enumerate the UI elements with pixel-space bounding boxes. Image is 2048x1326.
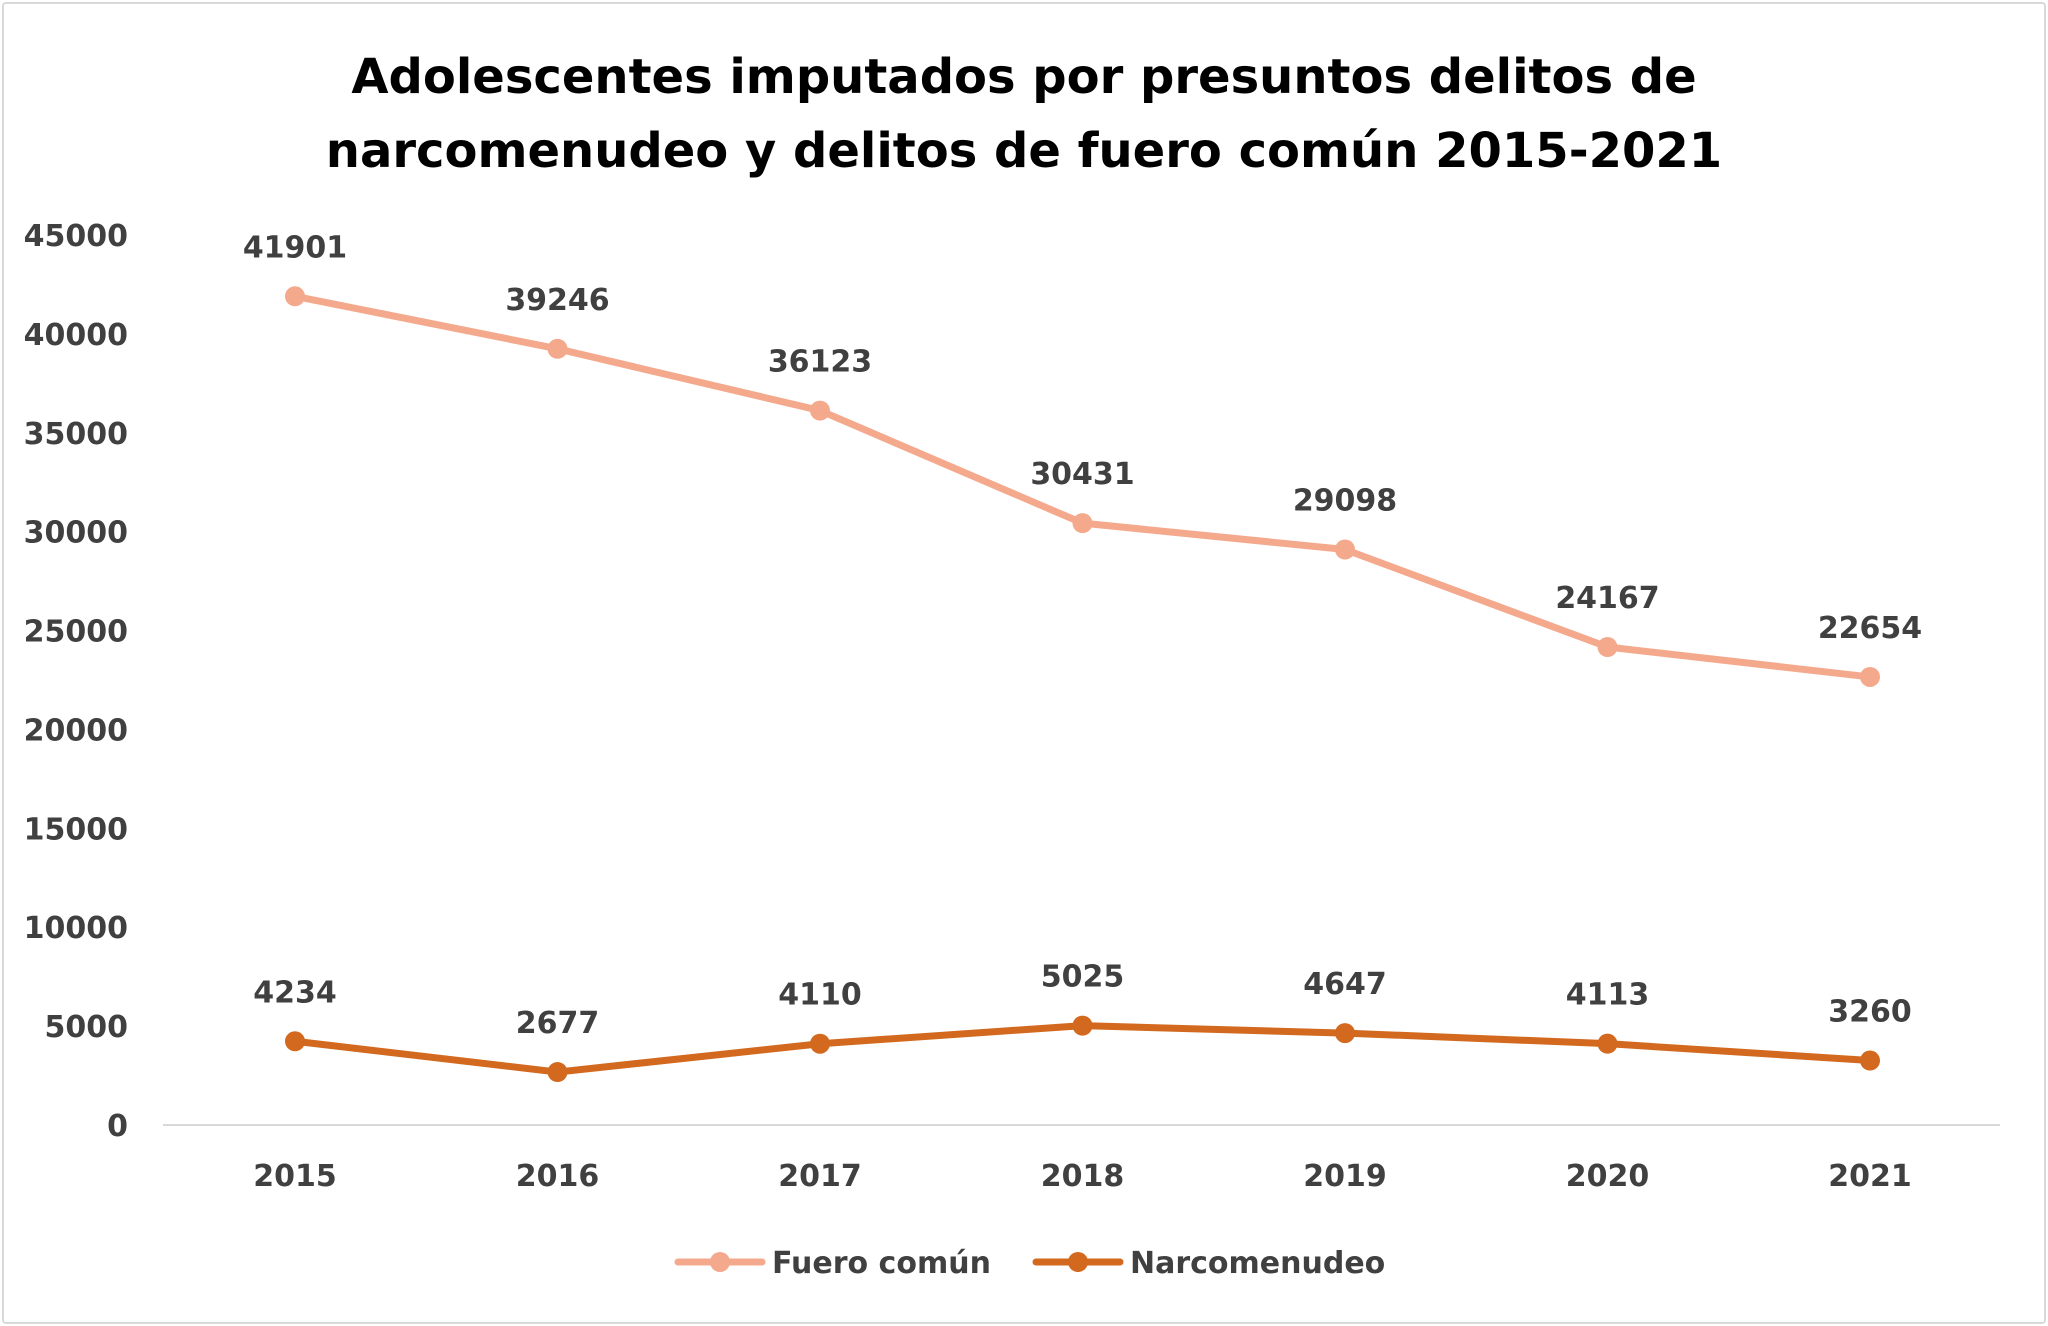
y-tick-label: 35000: [24, 417, 128, 452]
y-axis: 0 5000 10000 15000 20000 25000 30000 35000 40000…: [24, 219, 128, 1144]
data-point: [810, 1033, 830, 1054]
legend-swatch-marker: [1068, 1252, 1088, 1272]
data-point: [1072, 1015, 1093, 1036]
x-tick-label: 2015: [253, 1159, 337, 1194]
legend-swatch-marker: [710, 1252, 730, 1272]
y-tick-label: 40000: [24, 318, 128, 353]
data-label: 4110: [778, 978, 862, 1013]
series-narcomenudeo: 4234 2677 4110 5025 4647 4113 3260: [253, 960, 1912, 1083]
x-tick-label: 2017: [778, 1159, 862, 1194]
y-tick-label: 30000: [24, 516, 128, 551]
data-label: 36123: [768, 345, 872, 380]
legend-item: Fuero común: [674, 1246, 991, 1281]
data-label: 4234: [253, 975, 337, 1010]
chart-title-line-2: narcomenudeo y delitos de fuero común 20…: [325, 123, 1723, 179]
data-point: [1335, 539, 1355, 560]
legend-item: Narcomenudeo: [1032, 1246, 1385, 1281]
data-point: [1597, 1033, 1618, 1054]
data-label: 2677: [516, 1006, 600, 1041]
series-fuero-comun: 41901 39246 36123 30431 29098 24167 22654: [243, 230, 1922, 687]
y-tick-label: 0: [107, 1109, 128, 1144]
x-tick-label: 2018: [1041, 1159, 1125, 1194]
x-axis: 2015 2016 2017 2018 2019 2020 2021: [163, 1124, 2000, 1194]
legend-label: Narcomenudeo: [1130, 1246, 1385, 1281]
x-tick-label: 2020: [1566, 1159, 1650, 1194]
x-tick-label: 2016: [516, 1159, 600, 1194]
data-point: [1072, 513, 1093, 534]
data-point: [547, 1062, 568, 1083]
data-label: 3260: [1828, 995, 1912, 1030]
data-label: 5025: [1041, 960, 1125, 995]
data-label: 4647: [1303, 967, 1387, 1002]
data-label: 24167: [1555, 581, 1659, 616]
y-tick-label: 20000: [24, 713, 128, 748]
data-point: [547, 338, 568, 359]
data-point: [1860, 1050, 1880, 1071]
data-label: 41901: [243, 230, 347, 265]
y-tick-label: 45000: [24, 219, 128, 254]
chart-title: Adolescentes imputados por presuntos del…: [0, 40, 2048, 188]
x-tick-label: 2021: [1828, 1159, 1912, 1194]
legend-label: Fuero común: [772, 1246, 991, 1281]
data-point: [1335, 1023, 1355, 1044]
data-label: 30431: [1030, 457, 1134, 492]
x-tick-label: 2019: [1303, 1159, 1387, 1194]
y-tick-label: 15000: [24, 812, 128, 847]
data-label: 29098: [1293, 484, 1397, 519]
data-label: 39246: [505, 283, 609, 318]
data-label: 22654: [1818, 611, 1922, 646]
y-tick-label: 10000: [24, 911, 128, 946]
data-point: [1860, 666, 1880, 687]
legend: Fuero común Narcomenudeo: [674, 1246, 1385, 1281]
chart-title-line-1: Adolescentes imputados por presuntos del…: [351, 49, 1697, 105]
series-layer: 41901 39246 36123 30431 29098 24167 22654 4234 2…: [243, 230, 1922, 1083]
y-tick-label: 25000: [24, 615, 128, 650]
data-point: [810, 400, 830, 421]
data-point: [285, 1031, 305, 1052]
data-point: [1597, 637, 1618, 658]
data-label: 4113: [1566, 978, 1650, 1013]
y-tick-label: 5000: [45, 1010, 129, 1045]
data-point: [285, 286, 305, 307]
